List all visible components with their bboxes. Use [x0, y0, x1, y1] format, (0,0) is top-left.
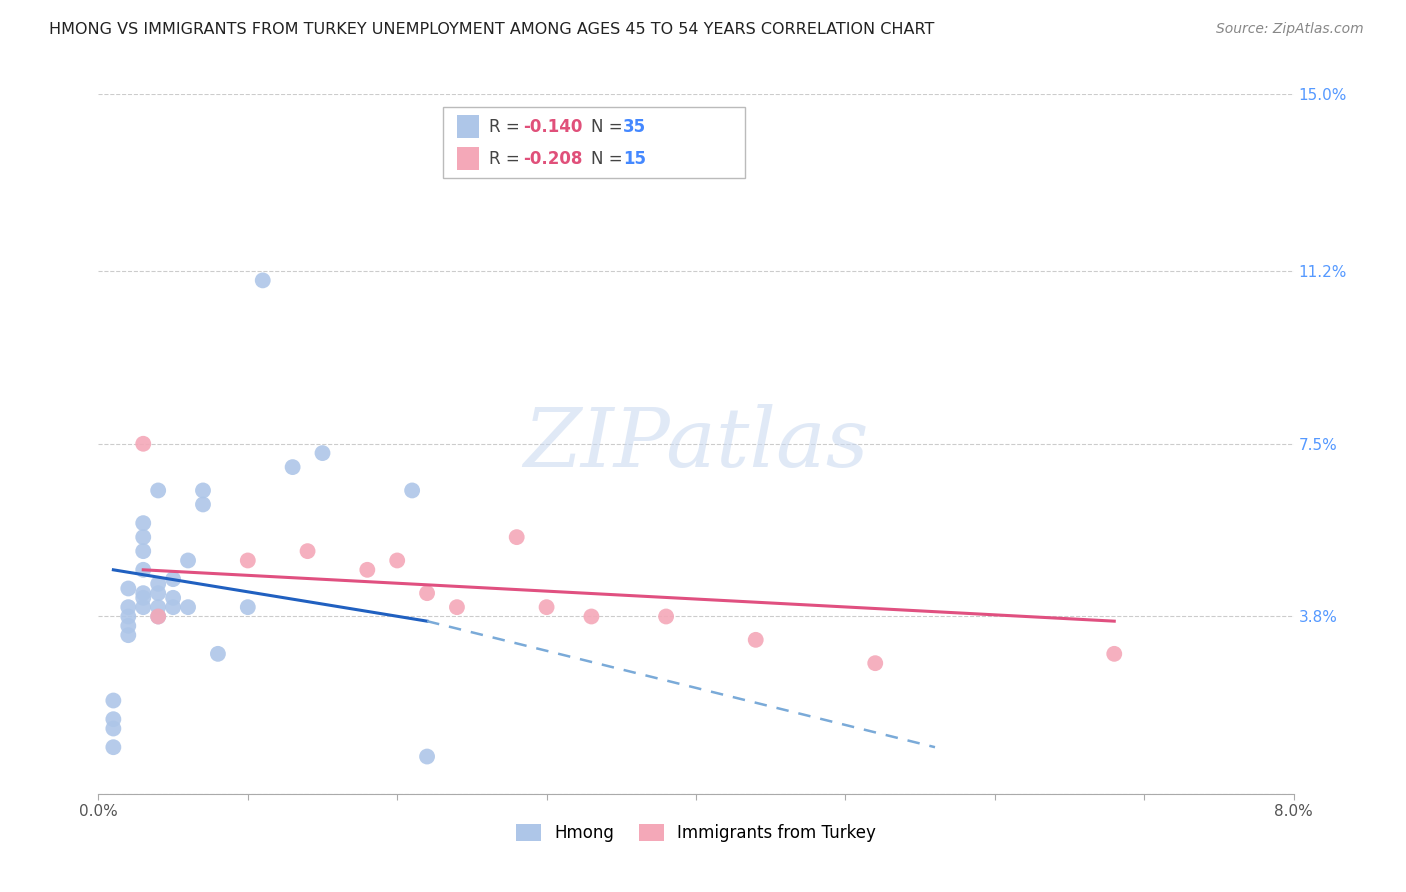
Point: [103, 740, 125, 755]
Text: N =: N =: [591, 118, 627, 136]
Point: [177, 600, 200, 615]
Text: ZIPatlas: ZIPatlas: [523, 404, 869, 483]
Point: [297, 544, 319, 558]
Point: [148, 609, 170, 624]
Point: [191, 498, 214, 512]
Point: [416, 586, 439, 600]
Text: N =: N =: [591, 150, 627, 168]
Point: [132, 516, 155, 530]
Text: R =: R =: [489, 150, 526, 168]
Point: [385, 553, 409, 567]
Point: [132, 544, 155, 558]
Point: [581, 609, 603, 624]
Point: [148, 586, 170, 600]
Point: [132, 591, 155, 605]
Text: Source: ZipAtlas.com: Source: ZipAtlas.com: [1216, 22, 1364, 37]
Point: [236, 600, 259, 615]
Point: [117, 600, 139, 615]
Point: [1104, 647, 1126, 661]
Point: [536, 600, 558, 615]
Point: [132, 600, 155, 615]
Point: [281, 460, 304, 475]
Point: [132, 586, 155, 600]
Legend: Hmong, Immigrants from Turkey: Hmong, Immigrants from Turkey: [509, 817, 883, 848]
Point: [148, 483, 170, 498]
Point: [132, 530, 155, 544]
Text: HMONG VS IMMIGRANTS FROM TURKEY UNEMPLOYMENT AMONG AGES 45 TO 54 YEARS CORRELATI: HMONG VS IMMIGRANTS FROM TURKEY UNEMPLOY…: [49, 22, 935, 37]
Point: [148, 600, 170, 615]
Point: [865, 656, 887, 670]
Point: [416, 749, 439, 764]
Point: [162, 572, 184, 586]
Point: [103, 712, 125, 726]
Point: [103, 722, 125, 736]
Point: [162, 600, 184, 615]
Text: -0.140: -0.140: [523, 118, 582, 136]
Point: [117, 619, 139, 633]
Point: [236, 553, 259, 567]
Text: -0.208: -0.208: [523, 150, 582, 168]
Point: [655, 609, 678, 624]
Point: [745, 632, 768, 647]
Point: [103, 693, 125, 707]
Point: [117, 609, 139, 624]
Point: [148, 576, 170, 591]
Point: [117, 582, 139, 596]
Point: [117, 628, 139, 642]
Text: R =: R =: [489, 118, 526, 136]
Point: [506, 530, 529, 544]
Point: [177, 553, 200, 567]
Point: [191, 483, 214, 498]
Point: [132, 563, 155, 577]
Text: 35: 35: [623, 118, 645, 136]
Point: [162, 591, 184, 605]
Point: [356, 563, 378, 577]
Point: [311, 446, 333, 460]
Point: [148, 609, 170, 624]
Point: [207, 647, 229, 661]
Point: [252, 273, 274, 287]
Point: [132, 436, 155, 450]
Point: [446, 600, 468, 615]
Text: 15: 15: [623, 150, 645, 168]
Point: [401, 483, 423, 498]
